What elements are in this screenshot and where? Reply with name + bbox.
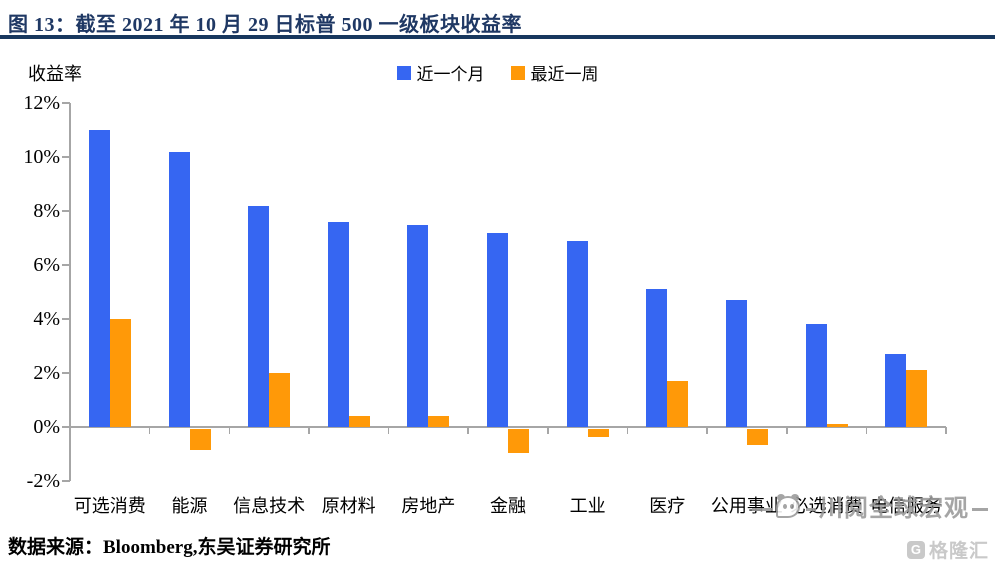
bar xyxy=(327,221,349,427)
bar xyxy=(248,205,270,427)
bar xyxy=(566,240,588,427)
x-tick xyxy=(706,427,708,434)
y-tick-label: 0% xyxy=(33,416,60,438)
bar xyxy=(906,370,928,427)
y-tick xyxy=(62,318,70,320)
bar xyxy=(885,354,907,427)
y-tick xyxy=(62,156,70,158)
y-tick-label: 4% xyxy=(33,308,60,330)
bar xyxy=(428,416,450,427)
y-tick xyxy=(62,426,70,428)
x-tick xyxy=(467,427,469,434)
x-category-label: 公用事业 xyxy=(710,496,783,516)
x-tick xyxy=(945,427,947,434)
bar xyxy=(168,151,190,427)
bar xyxy=(508,428,529,453)
y-tick-label: 12% xyxy=(23,92,60,114)
x-tick xyxy=(786,427,788,434)
gelonghui-text: 格隆汇 xyxy=(928,541,989,562)
bar xyxy=(109,319,131,427)
bar xyxy=(88,130,110,427)
watermark-line-right xyxy=(972,507,988,511)
x-tick xyxy=(387,427,390,434)
y-axis-title: 收益率 xyxy=(28,64,82,84)
panda-icon xyxy=(774,494,804,524)
bar xyxy=(348,416,370,427)
watermark-line-mid xyxy=(806,507,816,511)
y-tick-label: 2% xyxy=(33,362,60,384)
watermark: 川阅全球宏观 xyxy=(752,494,988,524)
y-tick-label: 8% xyxy=(33,200,60,222)
watermark-line-left xyxy=(752,507,772,511)
y-tick xyxy=(62,480,70,482)
x-category-label: 必选消费 xyxy=(790,496,863,516)
figure-title: 图 13：截至 2021 年 10 月 29 日标普 500 一级板块收益率 xyxy=(8,14,522,36)
x-category-label: 工业 xyxy=(569,496,606,516)
x-category-label: 电信服务 xyxy=(870,496,943,516)
bar xyxy=(487,232,508,427)
bar xyxy=(189,428,211,451)
x-tick xyxy=(865,427,868,434)
y-tick xyxy=(62,372,70,374)
x-category-label: 能源 xyxy=(171,496,208,516)
y-tick xyxy=(62,210,70,212)
x-category-label: 金融 xyxy=(490,496,526,516)
x-category-label: 信息技术 xyxy=(233,496,306,516)
x-tick xyxy=(626,427,629,434)
gelonghui-icon: G xyxy=(906,540,925,559)
bar xyxy=(407,224,429,427)
bar xyxy=(805,324,827,427)
figure-header: 图 13：截至 2021 年 10 月 29 日标普 500 一级板块收益率 xyxy=(0,0,995,39)
bar xyxy=(269,373,291,427)
x-category-label: 原材料 xyxy=(321,496,376,516)
bar xyxy=(746,428,768,445)
x-axis-line xyxy=(70,426,946,428)
y-axis-line xyxy=(69,103,71,481)
data-source: 数据来源：Bloomberg,东吴证券研究所 xyxy=(8,537,331,558)
watermark-text: 川阅全球宏观 xyxy=(819,496,969,522)
x-tick xyxy=(228,427,230,434)
x-tick xyxy=(547,427,549,434)
x-category-label: 可选消费 xyxy=(73,496,146,516)
bar xyxy=(826,424,848,427)
x-tick xyxy=(148,427,151,434)
y-tick-label: -2% xyxy=(26,470,60,492)
bar xyxy=(667,381,689,427)
y-tick xyxy=(62,264,70,266)
y-tick-label: 6% xyxy=(33,254,60,276)
bar xyxy=(725,300,747,427)
gelonghui-logo: G 格隆汇 xyxy=(906,536,989,562)
bar xyxy=(646,289,668,427)
x-category-label: 房地产 xyxy=(401,496,456,516)
x-tick xyxy=(308,427,310,434)
bar xyxy=(587,428,609,437)
x-tick xyxy=(69,427,71,434)
y-tick-label: 10% xyxy=(23,146,60,168)
y-tick xyxy=(62,102,70,104)
x-category-label: 医疗 xyxy=(649,496,686,516)
